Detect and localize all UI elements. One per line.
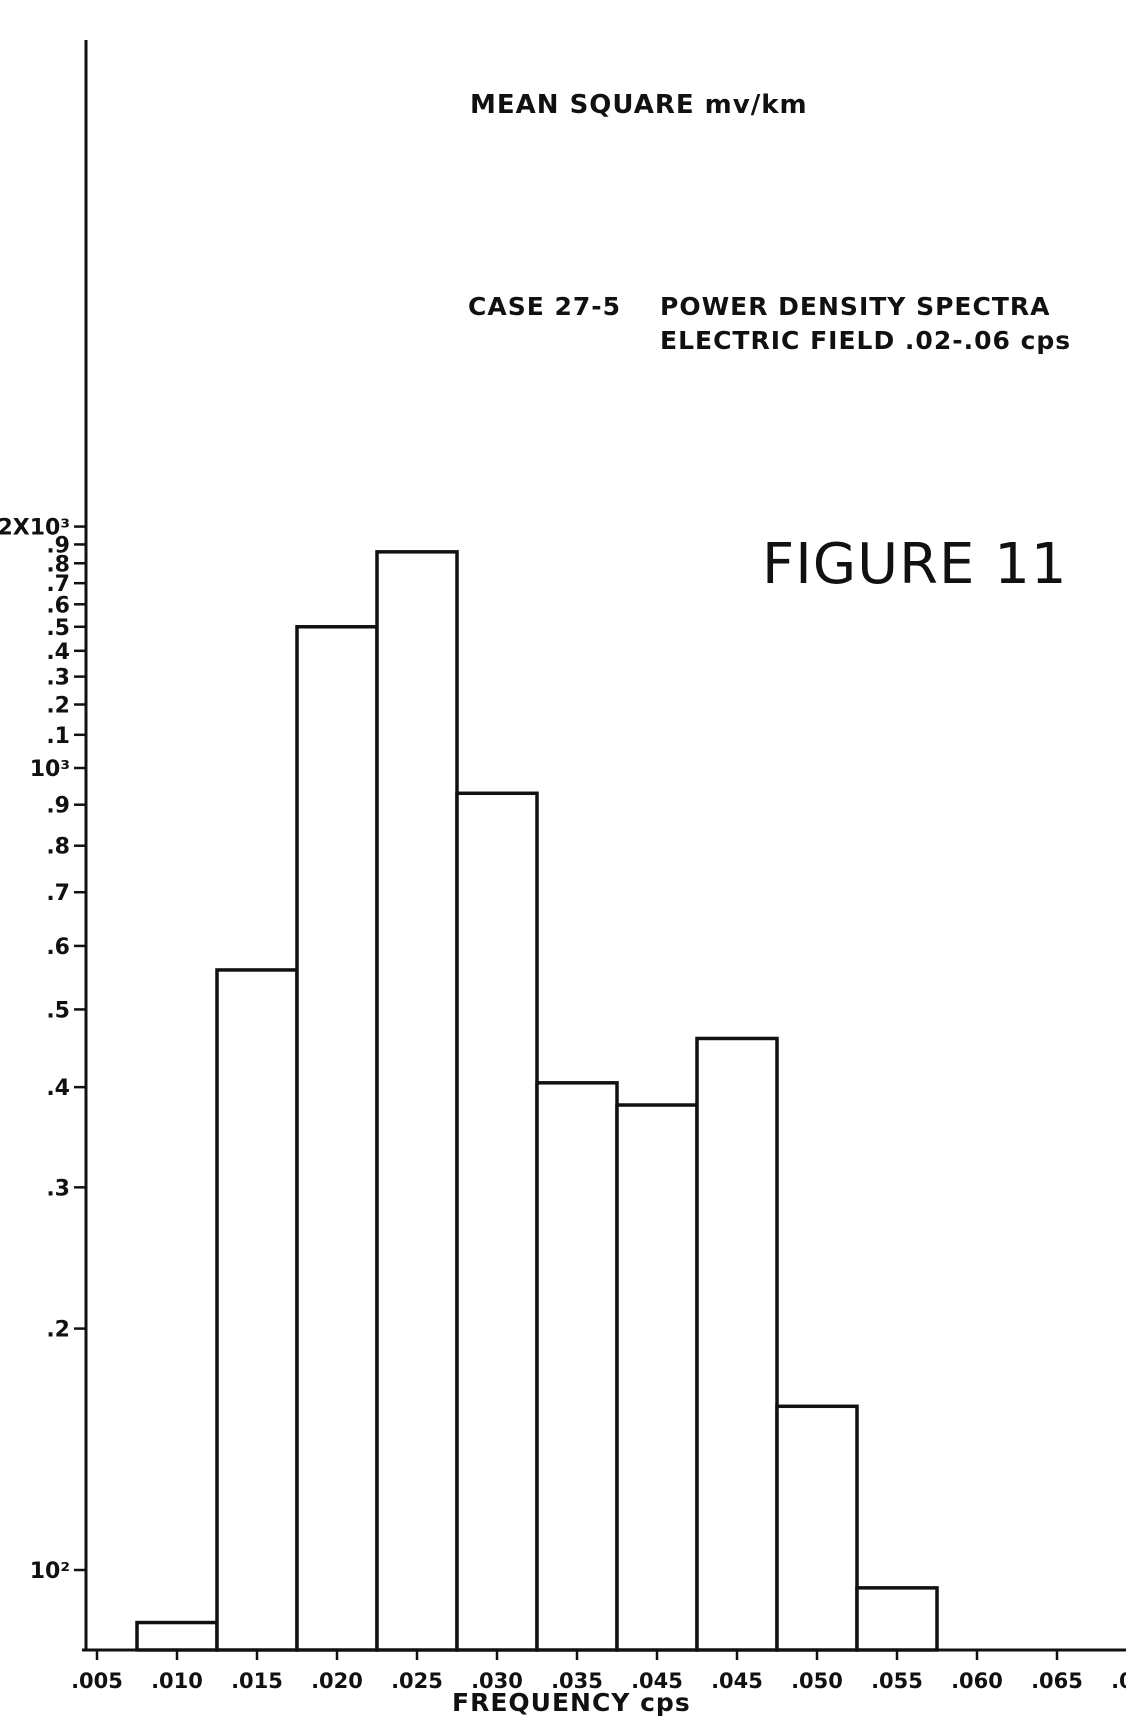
x-tick-label: .050: [791, 1669, 843, 1693]
y-tick-label: .3: [46, 1176, 70, 1201]
y-tick-label: .5: [46, 998, 70, 1023]
histogram-bar: [295, 625, 379, 1652]
y-tick-label: .1: [46, 724, 70, 749]
y-tick-label: 10³: [30, 757, 70, 782]
x-axis-label: FREQUENCY cps: [452, 1688, 691, 1717]
histogram-bar: [455, 791, 539, 1652]
x-tick-label: .025: [391, 1669, 443, 1693]
y-tick-label: .4: [46, 640, 70, 665]
x-tick-label: .045: [631, 1669, 683, 1693]
y-tick-label: .8: [46, 552, 70, 577]
y-tick-label: .7: [46, 572, 70, 597]
histogram-bar: [695, 1036, 779, 1652]
x-tick-label: .060: [951, 1669, 1003, 1693]
x-tick-label: .045: [711, 1669, 763, 1693]
y-tick-label: .2: [46, 1318, 70, 1343]
x-tick-label: .035: [551, 1669, 603, 1693]
y-tick-label: .7: [46, 881, 70, 906]
histogram-bar: [375, 550, 459, 1652]
figure-label: FIGURE 11: [762, 532, 1068, 597]
x-tick-label: .005: [71, 1669, 123, 1693]
y-tick-label: .6: [46, 593, 70, 618]
case-label: CASE 27-5: [468, 292, 622, 321]
histogram-bar: [615, 1103, 699, 1652]
y-tick-label: .9: [46, 533, 70, 558]
histogram-bar: [215, 968, 299, 1652]
case-title-line: CASE 27-5 POWER DENSITY SPECTRA: [468, 292, 1051, 321]
y-tick-label: 10²: [30, 1559, 70, 1584]
y-tick-label: .4: [46, 1076, 70, 1101]
y-tick-label: .9: [46, 794, 70, 819]
axis-layer: 10².2.3.4.5.6.7.8.910³.1.2.3.4.5.6.7.8.9…: [0, 40, 1126, 1693]
x-tick-label: .055: [871, 1669, 923, 1693]
x-tick-label: .065: [1031, 1669, 1083, 1693]
y-tick-label: 2X10³: [0, 516, 70, 541]
x-tick-label: .010: [151, 1669, 203, 1693]
chart-title: POWER DENSITY SPECTRA: [660, 292, 1051, 321]
histogram-bar: [535, 1081, 619, 1652]
x-tick-label: .015: [231, 1669, 283, 1693]
x-tick-label: .070: [1111, 1669, 1126, 1693]
legend-units-label: MEAN SQUARE mv/km: [470, 90, 808, 120]
histogram-bar: [775, 1404, 859, 1652]
histogram-bar: [855, 1586, 939, 1652]
y-tick-label: .6: [46, 935, 70, 960]
y-tick-label: .2: [46, 693, 70, 718]
bars-layer: [135, 550, 939, 1652]
histogram-bar: [135, 1620, 219, 1652]
y-tick-label: .8: [46, 835, 70, 860]
x-tick-label: .030: [471, 1669, 523, 1693]
y-tick-label: .3: [46, 666, 70, 691]
x-tick-label: .020: [311, 1669, 363, 1693]
chart-subtitle: ELECTRIC FIELD .02-.06 cps: [660, 326, 1072, 355]
y-tick-label: .5: [46, 616, 70, 641]
